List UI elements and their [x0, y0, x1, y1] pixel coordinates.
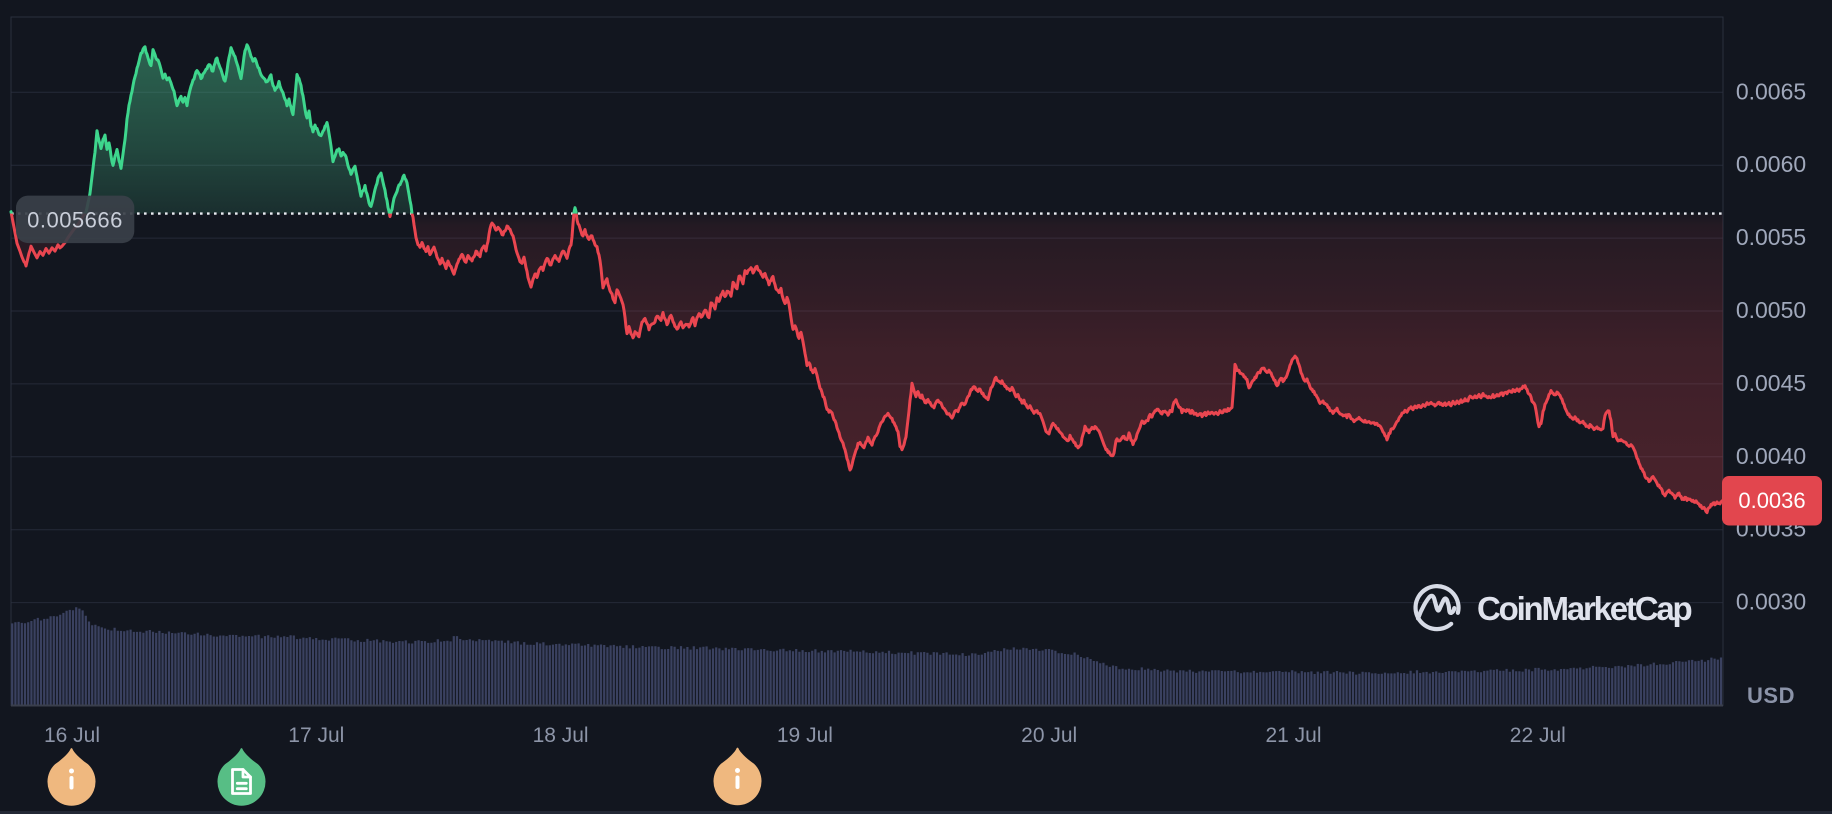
svg-text:0.0030: 0.0030 [1736, 589, 1806, 615]
svg-text:0.0055: 0.0055 [1736, 224, 1806, 250]
svg-text:USD: USD [1747, 683, 1795, 708]
svg-text:0.005666: 0.005666 [27, 208, 123, 233]
svg-text:0.0040: 0.0040 [1736, 443, 1806, 469]
svg-text:CoinMarketCap: CoinMarketCap [1477, 590, 1691, 627]
svg-text:0.0036: 0.0036 [1738, 488, 1805, 513]
svg-text:18 Jul: 18 Jul [533, 724, 589, 747]
svg-text:0.0050: 0.0050 [1736, 297, 1806, 323]
svg-text:19 Jul: 19 Jul [777, 724, 833, 747]
svg-text:22 Jul: 22 Jul [1510, 724, 1566, 747]
svg-text:0.0045: 0.0045 [1736, 370, 1806, 396]
svg-text:21 Jul: 21 Jul [1265, 724, 1321, 747]
svg-text:20 Jul: 20 Jul [1021, 724, 1077, 747]
svg-text:16 Jul: 16 Jul [44, 724, 100, 747]
svg-text:0.0065: 0.0065 [1736, 78, 1806, 104]
svg-text:17 Jul: 17 Jul [288, 724, 344, 747]
svg-text:0.0060: 0.0060 [1736, 151, 1806, 177]
